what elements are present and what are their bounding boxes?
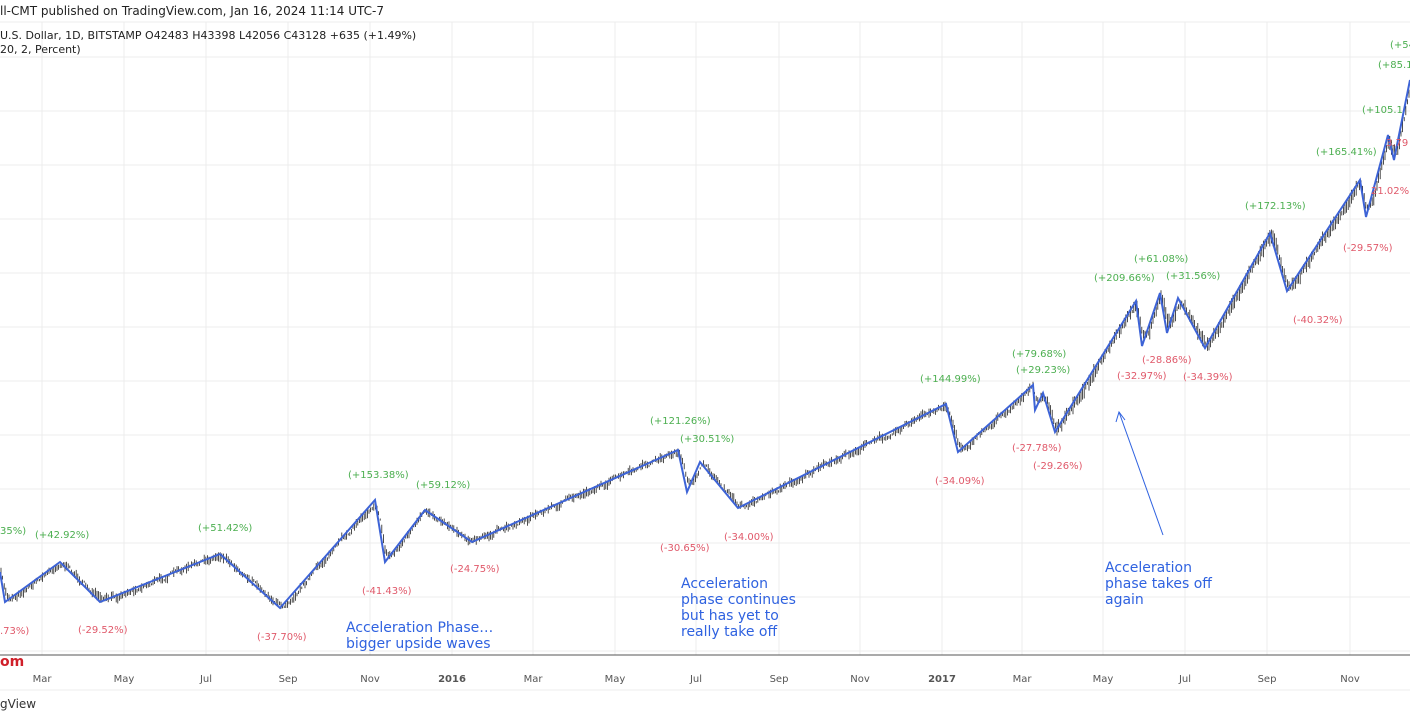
wave-drop-label: (-29.26%) [1033, 461, 1083, 472]
wave-gain-label: (+172.13%) [1245, 201, 1306, 212]
wave-drop-label: (-41.43%) [362, 586, 412, 597]
wave-drop-label: (-27.78%) [1012, 443, 1062, 454]
wave-drop-label: 21.02%) [1371, 186, 1410, 197]
wave-drop-label: (-28.86%) [1142, 355, 1192, 366]
wave-gain-label: 35%) [0, 526, 26, 537]
wave-drop-label: 3.79 [1386, 138, 1408, 149]
x-tick-label: Jul [199, 674, 212, 685]
wave-gain-label: (+54. [1390, 40, 1410, 51]
wave-drop-label: (-34.00%) [724, 532, 774, 543]
wave-gain-label: (+209.66%) [1094, 273, 1155, 284]
wave-gain-label: (+85.19 [1378, 60, 1410, 71]
wave-gain-label: (+51.42%) [198, 523, 252, 534]
wave-gain-label: (+29.23%) [1016, 365, 1070, 376]
annotation-arrow [1118, 411, 1164, 536]
symbol-ohlc-line: U.S. Dollar, 1D, BITSTAMP O42483 H43398 … [0, 29, 417, 42]
x-tick-label: Sep [1258, 674, 1277, 685]
annotation-text: bigger upside waves [346, 636, 490, 652]
indicator-line: 20, 2, Percent) [0, 43, 81, 56]
wave-gain-label: (+31.56%) [1166, 271, 1220, 282]
wave-gain-label: (+79.68%) [1012, 349, 1066, 360]
annotation-text: Acceleration Phase… [346, 620, 493, 636]
annotation-text: Acceleration [681, 576, 768, 592]
x-tick-label: May [114, 674, 135, 685]
wave-gain-label: (+165.41%) [1316, 147, 1377, 158]
x-tick-label: Jul [1178, 674, 1191, 685]
wave-gain-label: (+153.38%) [348, 470, 409, 481]
annotation-text: phase takes off [1105, 576, 1212, 592]
annotation-text: really take off [681, 624, 777, 640]
wave-gain-label: (+105.1 [1362, 105, 1403, 116]
x-tick-label: 2016 [438, 674, 466, 685]
wave-drop-label: (-40.32%) [1293, 315, 1343, 326]
wave-drop-label: (-34.09%) [935, 476, 985, 487]
annotation-text: but has yet to [681, 608, 779, 624]
x-tick-label: May [605, 674, 626, 685]
arrow-head-icon [1115, 410, 1126, 423]
wave-gain-label: (+61.08%) [1134, 254, 1188, 265]
wave-drop-label: (-29.52%) [78, 625, 128, 636]
wave-drop-label: (-37.70%) [257, 632, 307, 643]
x-tick-label: Mar [33, 674, 53, 685]
x-tick-label: May [1093, 674, 1114, 685]
wave-drop-label: (-24.75%) [450, 564, 500, 575]
x-tick-label: 2017 [928, 674, 956, 685]
publish-info: ll-CMT published on TradingView.com, Jan… [0, 4, 385, 18]
tradingview-logo-text: gView [0, 697, 37, 711]
wave-gain-label: (+42.92%) [35, 530, 89, 541]
x-tick-label: Jul [689, 674, 702, 685]
wave-drop-label: (-32.97%) [1117, 371, 1167, 382]
x-tick-label: Sep [279, 674, 298, 685]
x-tick-label: Mar [524, 674, 544, 685]
wave-gain-label: (+144.99%) [920, 374, 981, 385]
annotation-text: again [1105, 592, 1144, 608]
x-tick-label: Nov [360, 674, 380, 685]
wave-gain-label: (+30.51%) [680, 434, 734, 445]
wave-drop-label: .73%) [0, 626, 29, 637]
wave-drop-label: (-30.65%) [660, 543, 710, 554]
annotation-text: Acceleration [1105, 560, 1192, 576]
wave-drop-label: (-34.39%) [1183, 372, 1233, 383]
x-tick-label: Nov [1340, 674, 1360, 685]
annotation-text: phase continues [681, 592, 796, 608]
brand-watermark: om [0, 654, 25, 670]
wave-zigzag-line [0, 79, 1410, 610]
wave-gain-label: (+121.26%) [650, 416, 711, 427]
x-tick-label: Nov [850, 674, 870, 685]
wave-gain-label: (+59.12%) [416, 480, 470, 491]
x-tick-label: Sep [770, 674, 789, 685]
x-tick-label: Mar [1013, 674, 1033, 685]
wave-drop-label: (-29.57%) [1343, 243, 1393, 254]
